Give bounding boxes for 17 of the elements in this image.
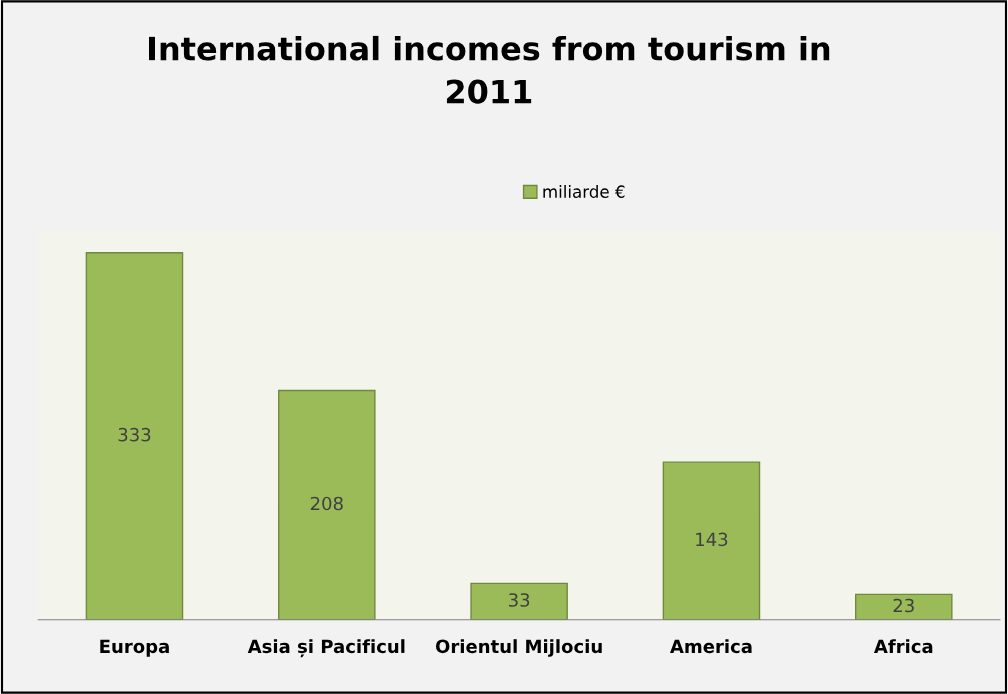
chart-title: International incomes from tourism in 2011 [149,35,830,104]
data-label: 143 [696,532,728,547]
data-label: 33 [509,593,530,607]
x-tick-label: Africa [873,639,933,654]
data-label: 208 [310,496,343,511]
data-label: 333 [118,427,151,442]
bar [470,582,568,620]
x-tick-label: Asia și Pacificul [247,639,405,658]
data-label: 23 [893,598,914,613]
legend-label: miliarde € [543,185,625,198]
bar [278,389,376,620]
bar [85,252,184,620]
x-tick-label: Europa [100,639,169,657]
bar [854,593,953,620]
bar [662,461,761,620]
x-tick-label: America [670,639,752,654]
x-tick-label: Orientul Mijlociu [435,639,602,657]
